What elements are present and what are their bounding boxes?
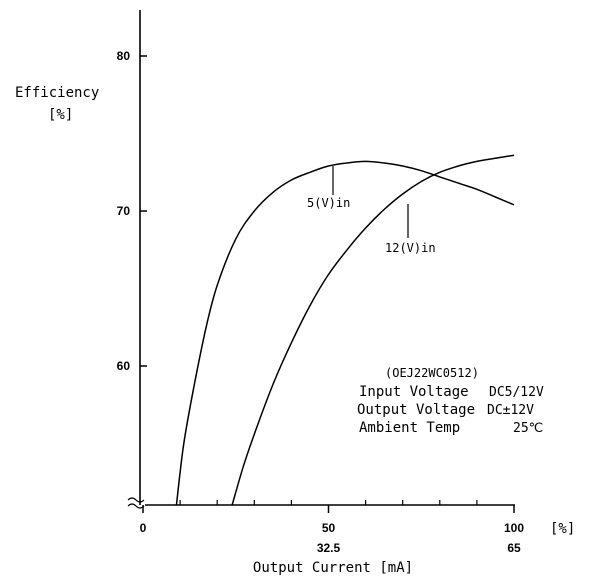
condition-label-input-voltage: Input Voltage [359,384,469,400]
x-axis-unit: [%] [550,521,575,537]
y-tick-label-70: 70 [117,204,131,218]
y-axis-label: Efficiency [15,85,99,101]
series-label-12v: 12(V)in [385,241,436,255]
x-axis-label: Output Current [mA] [253,560,413,576]
x-tick-label-0: 0 [140,521,147,535]
x-tick-label-100: 100 [504,521,524,535]
x-tick-sublabel-65: 65 [507,541,521,555]
x-tick-label-50: 50 [322,521,336,535]
series-label-5v: 5(V)in [307,196,350,210]
model-number: (OEJ22WC0512) [385,366,479,380]
y-tick-label-60: 60 [117,359,131,373]
condition-label-ambient-temp: Ambient Temp [359,420,460,436]
axis-break-mark-2 [127,503,145,509]
y-tick-label-80: 80 [117,49,131,63]
series-line-12v [231,154,515,506]
condition-value-output-voltage: DC±12V [487,403,534,418]
condition-label-output-voltage: Output Voltage [357,402,475,418]
x-tick-sublabel-32.5: 32.5 [317,541,341,555]
series-line-5v [175,160,515,506]
axis-break-mark-1 [127,497,145,503]
condition-value-ambient-temp: 25℃ [513,421,543,436]
condition-value-input-voltage: DC5/12V [489,385,544,400]
y-axis-unit: [%] [48,107,73,123]
